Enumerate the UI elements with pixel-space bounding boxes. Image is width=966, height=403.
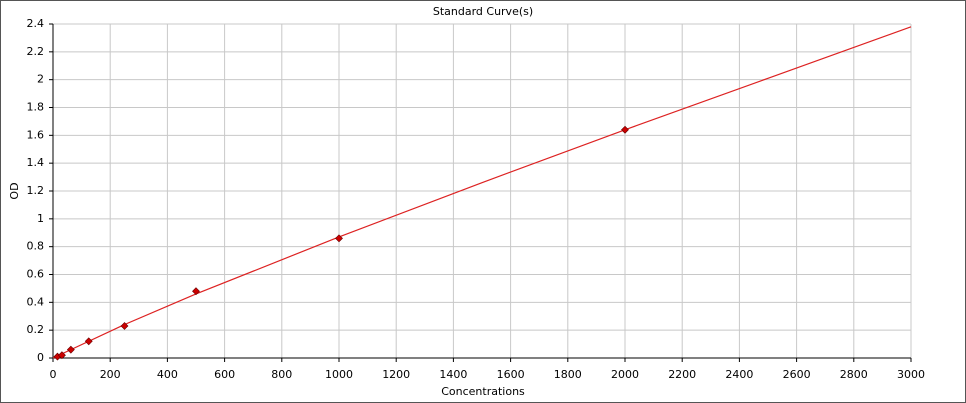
x-tick-label: 600 [214,368,235,381]
data-point [192,287,200,296]
y-tick-label: 0.8 [27,240,45,253]
x-axis-label: Concentrations [441,385,525,398]
data-point [335,234,343,243]
y-tick-label: 1.2 [27,184,45,197]
x-tick-label: 1200 [382,368,410,381]
y-tick-label: 2.2 [27,45,45,58]
y-tick-label: 1 [37,212,44,225]
y-tick-label: 0.6 [27,268,45,281]
y-tick-label: 1.8 [27,101,45,114]
y-tick-label: 0.4 [27,295,45,308]
y-tick-label: 2 [37,73,44,86]
x-tick-label: 1400 [439,368,467,381]
x-tick-label: 200 [100,368,121,381]
y-tick-label: 2.4 [27,17,45,30]
x-tick-label: 0 [50,368,57,381]
x-tick-label: 2200 [668,368,696,381]
data-point [621,125,629,134]
y-tick-label: 0.2 [27,323,45,336]
data-point [120,322,129,330]
fit-curve [52,26,912,359]
x-tick-label: 2600 [783,368,811,381]
x-tick-label: 1000 [325,368,353,381]
y-axis-label: OD [8,182,21,199]
x-tick-label: 2400 [725,368,753,381]
x-tick-label: 1600 [497,368,525,381]
x-tick-label: 1800 [554,368,582,381]
y-tick-label: 1.4 [27,156,45,169]
data-point [66,345,75,354]
data-point [84,337,93,346]
data-point [58,351,66,360]
y-tick-label: 1.6 [27,128,45,141]
x-tick-label: 400 [157,368,178,381]
chart-title: Standard Curve(s) [433,5,533,18]
x-tick-label: 800 [271,368,292,381]
y-tick-label: 0 [37,351,44,364]
x-tick-label: 3000 [897,368,925,381]
x-tick-label: 2000 [611,368,639,381]
x-tick-label: 2800 [840,368,868,381]
